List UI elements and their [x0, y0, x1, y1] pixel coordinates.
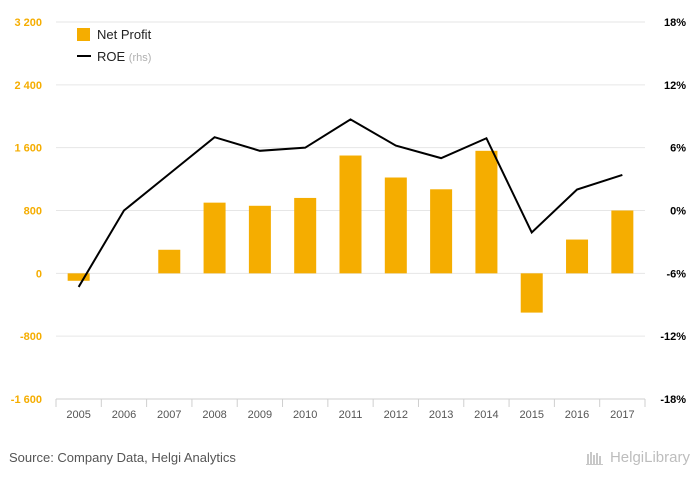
- net-profit-bar: [566, 239, 589, 274]
- net-profit-bar: [67, 273, 90, 281]
- x-axis-tick-label: 2012: [384, 409, 408, 421]
- net-profit-bar: [430, 189, 453, 274]
- net-profit-bar: [520, 273, 543, 313]
- left-axis-tick-label: 1 600: [14, 143, 42, 155]
- left-axis-tick-label: 0: [36, 268, 42, 280]
- right-axis-tick-label: 12%: [664, 80, 686, 92]
- left-axis-tick-label: -1 600: [11, 394, 42, 406]
- right-axis-tick-label: 18%: [664, 17, 686, 29]
- legend-label-net-profit: Net Profit: [97, 27, 152, 42]
- left-axis-tick-label: -800: [20, 331, 42, 343]
- x-axis-tick-label: 2015: [519, 409, 543, 421]
- x-axis-tick-label: 2017: [610, 409, 634, 421]
- net-profit-bar: [384, 177, 407, 274]
- x-axis-tick-label: 2016: [565, 409, 589, 421]
- chart-svg: -1 600 -800 0 800 1 600 2 400 3 200 -18% -12% -6%…: [11, 17, 686, 421]
- x-axis-tick-label: 2006: [112, 409, 136, 421]
- net-profit-bar: [294, 197, 317, 274]
- source-note: Source: Company Data, Helgi Analytics: [9, 450, 236, 465]
- right-axis-tick-label: 0%: [670, 206, 686, 218]
- left-axis-tick-label: 800: [24, 206, 42, 218]
- right-axis-tick-label: -12%: [660, 331, 686, 343]
- legend-swatch-net-profit: [77, 28, 90, 41]
- left-axis-tick-label: 2 400: [14, 80, 42, 92]
- library-icon: [585, 451, 603, 465]
- net-profit-bar: [475, 150, 498, 274]
- legend-label-rhs: (rhs): [129, 52, 152, 64]
- roe-line: [77, 118, 623, 288]
- net-profit-bar: [611, 210, 634, 274]
- legend-label-roe: ROE (rhs): [97, 49, 151, 64]
- x-axis-tick-label: 2005: [66, 409, 90, 421]
- brand-name: HelgiLibrary: [609, 449, 690, 466]
- x-axis-tick-label: 2007: [157, 409, 181, 421]
- x-axis-tick-label: 2008: [202, 409, 226, 421]
- x-axis-tick-label: 2014: [474, 409, 498, 421]
- net-profit-bar: [203, 202, 226, 274]
- net-profit-bar: [248, 205, 271, 274]
- brand-logo[interactable]: HelgiLibrary: [585, 449, 690, 466]
- net-profit-bar: [158, 249, 181, 274]
- x-axis-tick-label: 2010: [293, 409, 317, 421]
- x-axis-tick-label: 2013: [429, 409, 453, 421]
- right-axis-tick-label: -18%: [660, 394, 686, 406]
- x-axis-tick-label: 2009: [248, 409, 272, 421]
- right-axis-tick-label: -6%: [666, 268, 686, 280]
- left-axis-tick-label: 3 200: [14, 17, 42, 29]
- x-axis-tick-label: 2011: [339, 409, 363, 421]
- right-axis-tick-label: 6%: [670, 143, 686, 155]
- net-profit-bar: [339, 155, 362, 274]
